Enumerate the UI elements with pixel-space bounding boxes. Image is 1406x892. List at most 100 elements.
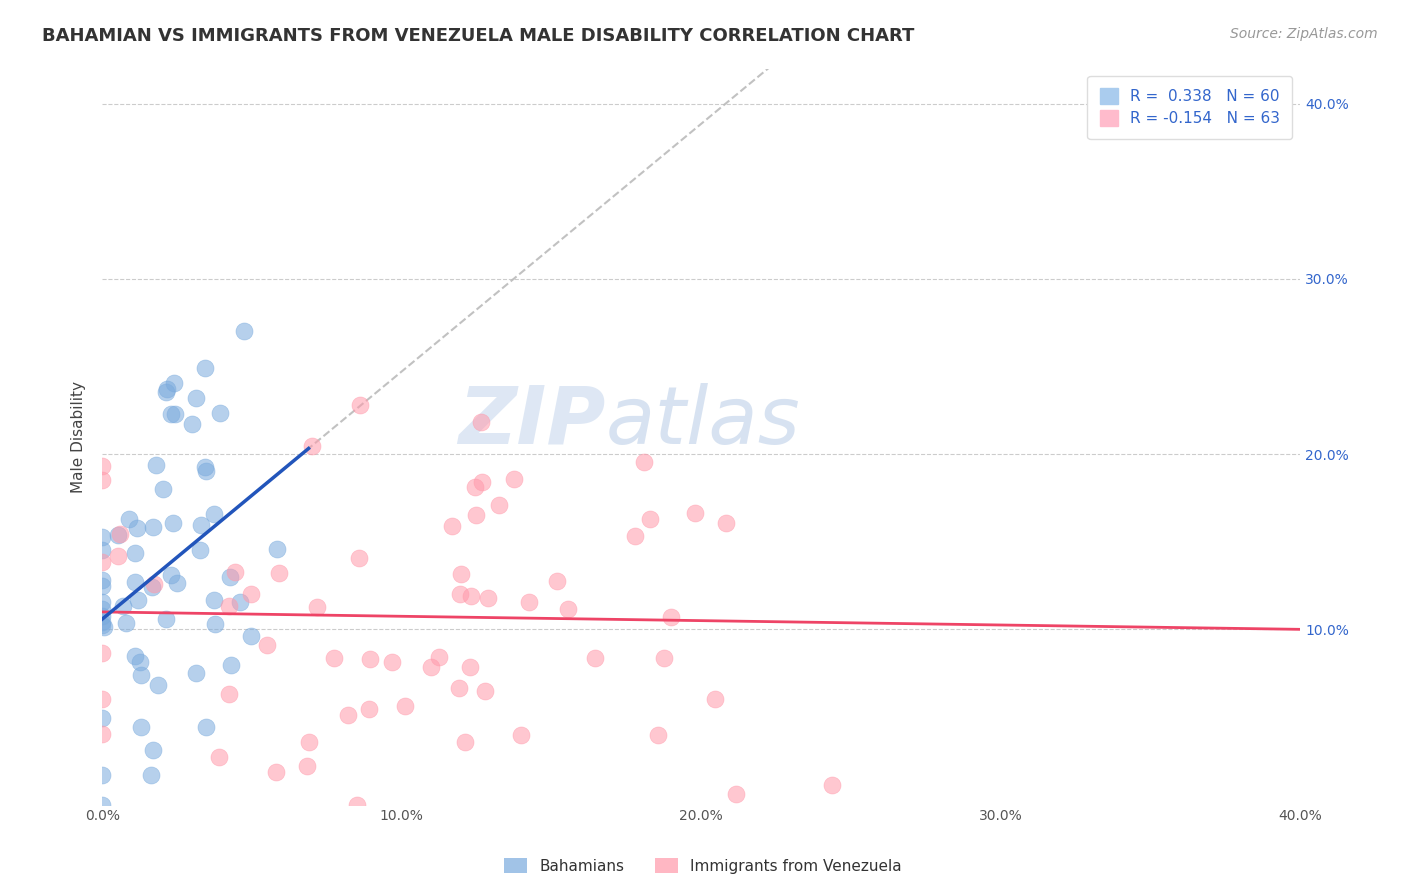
Point	[91, 595, 114, 609]
Point	[208, 406, 231, 420]
Point	[91, 711, 114, 725]
Text: BAHAMIAN VS IMMIGRANTS FROM VENEZUELA MALE DISABILITY CORRELATION CHART: BAHAMIAN VS IMMIGRANTS FROM VENEZUELA MA…	[42, 27, 914, 45]
Point	[683, 506, 706, 520]
Point	[427, 650, 450, 665]
Point	[91, 609, 114, 624]
Point	[301, 438, 323, 452]
Point	[638, 512, 661, 526]
Point	[127, 592, 149, 607]
Point	[91, 615, 114, 629]
Point	[305, 599, 328, 614]
Point	[108, 527, 131, 541]
Point	[583, 650, 606, 665]
Point	[142, 743, 165, 757]
Point	[91, 727, 114, 741]
Point	[107, 528, 129, 542]
Point	[219, 657, 242, 672]
Point	[114, 616, 136, 631]
Point	[458, 660, 481, 674]
Point	[714, 516, 737, 530]
Point	[190, 518, 212, 533]
Point	[107, 549, 129, 564]
Point	[163, 407, 186, 421]
Point	[295, 759, 318, 773]
Point	[460, 590, 482, 604]
Point	[450, 566, 472, 581]
Point	[91, 618, 114, 632]
Point	[124, 546, 146, 560]
Point	[266, 541, 288, 556]
Point	[464, 508, 486, 522]
Point	[194, 361, 217, 376]
Point	[152, 483, 174, 497]
Point	[349, 398, 371, 412]
Point	[394, 699, 416, 714]
Point	[111, 599, 134, 614]
Point	[142, 520, 165, 534]
Point	[93, 619, 115, 633]
Point	[139, 768, 162, 782]
Text: ZIP: ZIP	[458, 383, 606, 461]
Point	[91, 474, 114, 488]
Point	[239, 629, 262, 643]
Point	[557, 602, 579, 616]
Point	[91, 692, 114, 706]
Point	[218, 599, 240, 613]
Point	[156, 382, 179, 396]
Point	[503, 472, 526, 486]
Point	[195, 720, 218, 734]
Text: Source: ZipAtlas.com: Source: ZipAtlas.com	[1230, 27, 1378, 41]
Point	[488, 498, 510, 512]
Y-axis label: Male Disability: Male Disability	[72, 381, 86, 492]
Point	[470, 415, 492, 429]
Point	[624, 529, 647, 543]
Point	[204, 616, 226, 631]
Point	[517, 595, 540, 609]
Point	[633, 455, 655, 469]
Point	[509, 728, 531, 742]
Point	[440, 519, 463, 533]
Point	[124, 574, 146, 589]
Point	[464, 480, 486, 494]
Point	[266, 765, 288, 780]
Point	[125, 521, 148, 535]
Point	[155, 384, 177, 399]
Point	[91, 574, 114, 588]
Point	[381, 656, 404, 670]
Point	[91, 530, 114, 544]
Point	[184, 391, 207, 405]
Point	[146, 678, 169, 692]
Point	[821, 778, 844, 792]
Point	[141, 580, 163, 594]
Point	[118, 511, 141, 525]
Point	[129, 720, 152, 734]
Point	[195, 464, 218, 478]
Point	[162, 516, 184, 530]
Point	[91, 555, 114, 569]
Point	[163, 376, 186, 391]
Point	[256, 638, 278, 652]
Point	[160, 407, 183, 421]
Point	[659, 610, 682, 624]
Point	[194, 459, 217, 474]
Point	[347, 551, 370, 566]
Point	[449, 587, 471, 601]
Legend: R =  0.338   N = 60, R = -0.154   N = 63: R = 0.338 N = 60, R = -0.154 N = 63	[1087, 76, 1292, 138]
Point	[471, 475, 494, 489]
Point	[145, 458, 167, 472]
Point	[337, 708, 360, 723]
Point	[453, 735, 475, 749]
Point	[180, 417, 202, 431]
Point	[207, 749, 229, 764]
Point	[129, 655, 152, 669]
Point	[202, 507, 225, 521]
Point	[477, 591, 499, 605]
Point	[184, 666, 207, 681]
Point	[474, 684, 496, 698]
Point	[240, 587, 263, 601]
Point	[219, 570, 242, 584]
Point	[218, 687, 240, 701]
Point	[297, 735, 319, 749]
Point	[357, 702, 380, 716]
Point	[232, 324, 254, 338]
